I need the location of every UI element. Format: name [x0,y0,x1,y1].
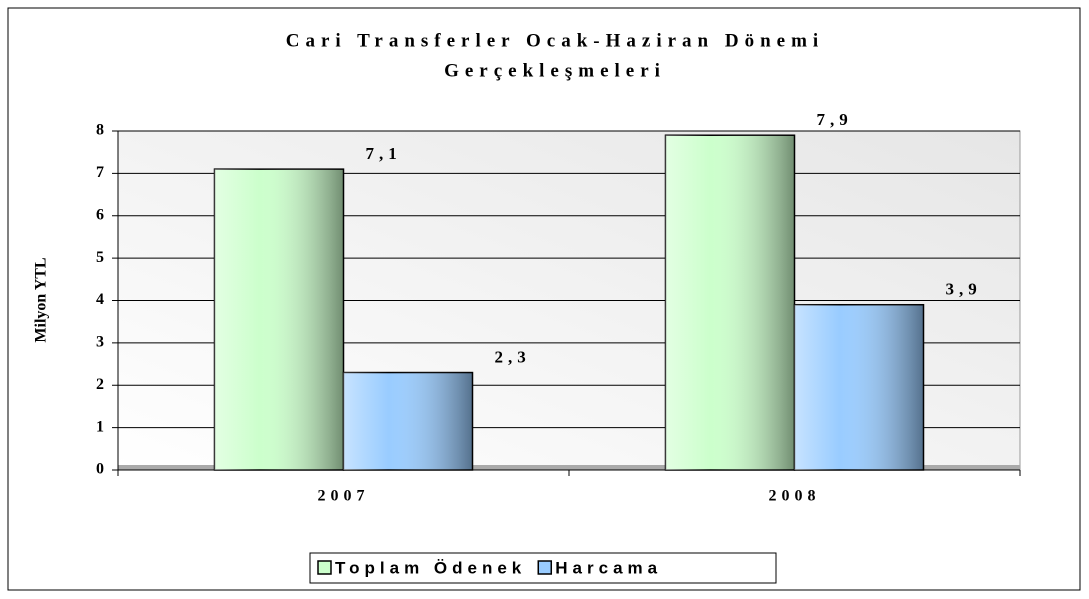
chart-title: Gerçekleşmeleri [444,60,666,81]
legend-swatch [317,560,332,575]
legend-label: Toplam Ödenek [335,558,526,577]
bar-shade [665,135,795,471]
y-tick-label: 1 [96,418,104,435]
value-label: 7,1 [366,144,402,163]
legend-swatch [537,560,553,575]
legend-label: Harcama [555,558,662,577]
y-tick-label: 8 [96,122,104,139]
bar-shade [343,372,473,470]
value-label: 3,9 [946,280,982,299]
y-tick-label: 4 [96,291,104,308]
x-tick-label: 2008 [769,488,821,505]
bar-shade [794,304,924,470]
y-tick-label: 0 [96,461,104,478]
y-axis-label: Milyon YTL [33,257,50,342]
value-label: 2,3 [495,347,531,366]
value-label: 7,9 [817,110,853,129]
floor [118,465,1020,470]
y-tick-label: 3 [96,334,104,351]
x-tick-label: 2007 [318,488,370,505]
y-tick-label: 6 [96,206,104,223]
chart-title: Cari Transferler Ocak-Haziran Dönemi [286,30,824,51]
y-tick-label: 2 [96,376,104,393]
y-tick-label: 5 [96,249,104,266]
bar-shade [214,169,344,470]
y-tick-label: 7 [96,164,104,181]
